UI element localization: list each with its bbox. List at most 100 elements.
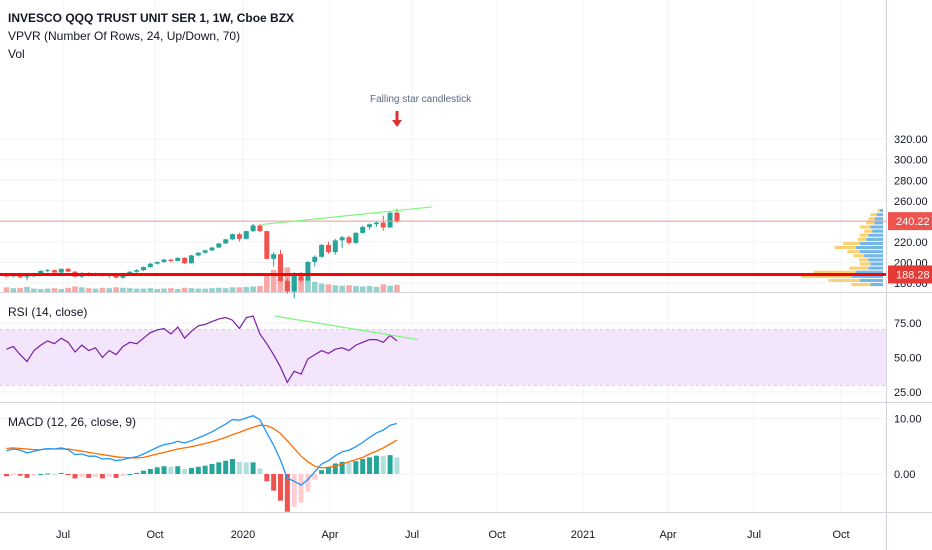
vpvr-up-row [876,213,883,217]
macd-histogram-bar [10,474,16,476]
falling-star-annotation[interactable]: Falling star candlestick [370,94,472,105]
macd-histogram-bar [127,474,133,475]
time-axis-label: 2020 [231,529,255,541]
volume-bar [113,287,119,292]
time-axis-label: Jul [405,529,419,541]
volume-bar [92,288,99,292]
vpvr-up-row [859,241,883,246]
volume-bar [353,286,359,292]
macd-histogram-bar [230,459,236,474]
vpvr-down-row [851,283,871,287]
volume-bar [44,288,51,292]
vpvr-down-row [828,278,860,282]
volume-bar [339,285,345,292]
candle-body [24,276,30,278]
vpvr-down-row [858,258,869,262]
macd-histogram-bar [168,466,174,474]
candle-body [175,257,181,261]
macd-histogram-bar [99,474,105,479]
price-axis-label: 220.00 [894,237,928,249]
vpvr-up-row [868,258,883,262]
vpvr-down-row [859,262,871,266]
macd-legend[interactable]: MACD (12, 26, close, 9) [8,415,137,429]
macd-histogram-bar [278,474,283,501]
macd-histogram-bar [113,474,119,478]
macd-histogram-bar [31,474,37,476]
volume-bar [209,288,215,292]
time-axis-label: Apr [321,529,338,541]
macd-histogram-bar [72,474,78,479]
candle-body [161,259,167,262]
candle-body [154,261,160,264]
macd-axis-label: 0.00 [894,469,915,481]
support-price-tag: 188.28 [896,269,930,281]
macd-histogram-bar [147,469,153,474]
macd-histogram-bar [134,472,140,474]
rsi-legend[interactable]: RSI (14, close) [8,305,88,319]
vpvr-down-row [834,246,856,250]
vpvr-legend[interactable]: VPVR (Number Of Rows, 24, Up/Down, 70) [8,29,241,43]
candle-body [223,239,229,244]
vpvr-up-row [859,278,883,282]
candle-body [188,255,194,264]
macd-histogram-bar [298,474,304,503]
resistance-trendline [261,206,433,226]
last-price-tag-bg [888,212,932,231]
macd-histogram-bar [38,474,44,475]
volume-bar [305,279,311,292]
vpvr-up-row [874,221,883,225]
time-axis-label: Jul [747,529,761,541]
macd-histogram-bar [58,472,64,474]
vpvr-down-row [813,270,856,274]
macd-histogram-bar [291,474,297,507]
volume-bar [85,288,92,292]
volume-bar [65,287,71,292]
candle-body [182,257,188,264]
rsi-band [0,329,886,386]
macd-histogram-bar [387,455,393,474]
arrow-down-icon[interactable] [392,111,402,127]
macd-histogram-bar [394,457,400,474]
symbol-legend[interactable]: INVESCO QQQ TRUST UNIT SER 1, 1W, Cboe B… [8,11,295,25]
volume-bar [188,288,195,292]
candle-body [243,231,249,239]
vpvr-up-row [870,262,883,266]
macd-histogram-bar [325,467,331,474]
macd-histogram-bar [346,462,352,474]
volume-legend[interactable]: Vol [8,47,25,61]
vpvr-up-row [870,225,883,229]
candle-body [346,237,352,243]
macd-histogram-bar [353,461,359,474]
rsi-axis-label: 50.00 [894,353,922,365]
candle-body [58,268,64,273]
macd-histogram-bar [24,474,30,478]
macd-line [6,414,398,486]
candle-body [319,244,325,257]
candle-body [325,244,331,253]
candle-body [216,243,222,248]
candle-body [250,225,256,232]
macd-histogram-bar [380,456,386,474]
candle-body [202,250,208,253]
candle-body [353,232,359,243]
candle-body [195,252,201,256]
volume-bar [229,287,236,292]
volume-bar [127,288,133,292]
macd-histogram-bar [284,474,290,512]
candle-body [168,259,174,261]
macd-histogram-bar [209,464,215,474]
macd-histogram-bar [216,462,222,474]
rsi-axis-label: 25.00 [894,387,922,399]
candle-body [141,267,146,271]
chart-overlays [0,206,886,276]
volume-bar [17,287,23,292]
candle-body [147,263,153,268]
candle-body [367,224,373,228]
candle-body [332,240,338,253]
volume-bar [222,288,229,292]
macd-histogram-bar [332,463,338,474]
macd-histogram-bar [312,474,318,480]
candle-body [387,212,393,228]
vpvr-up-row [874,217,883,221]
